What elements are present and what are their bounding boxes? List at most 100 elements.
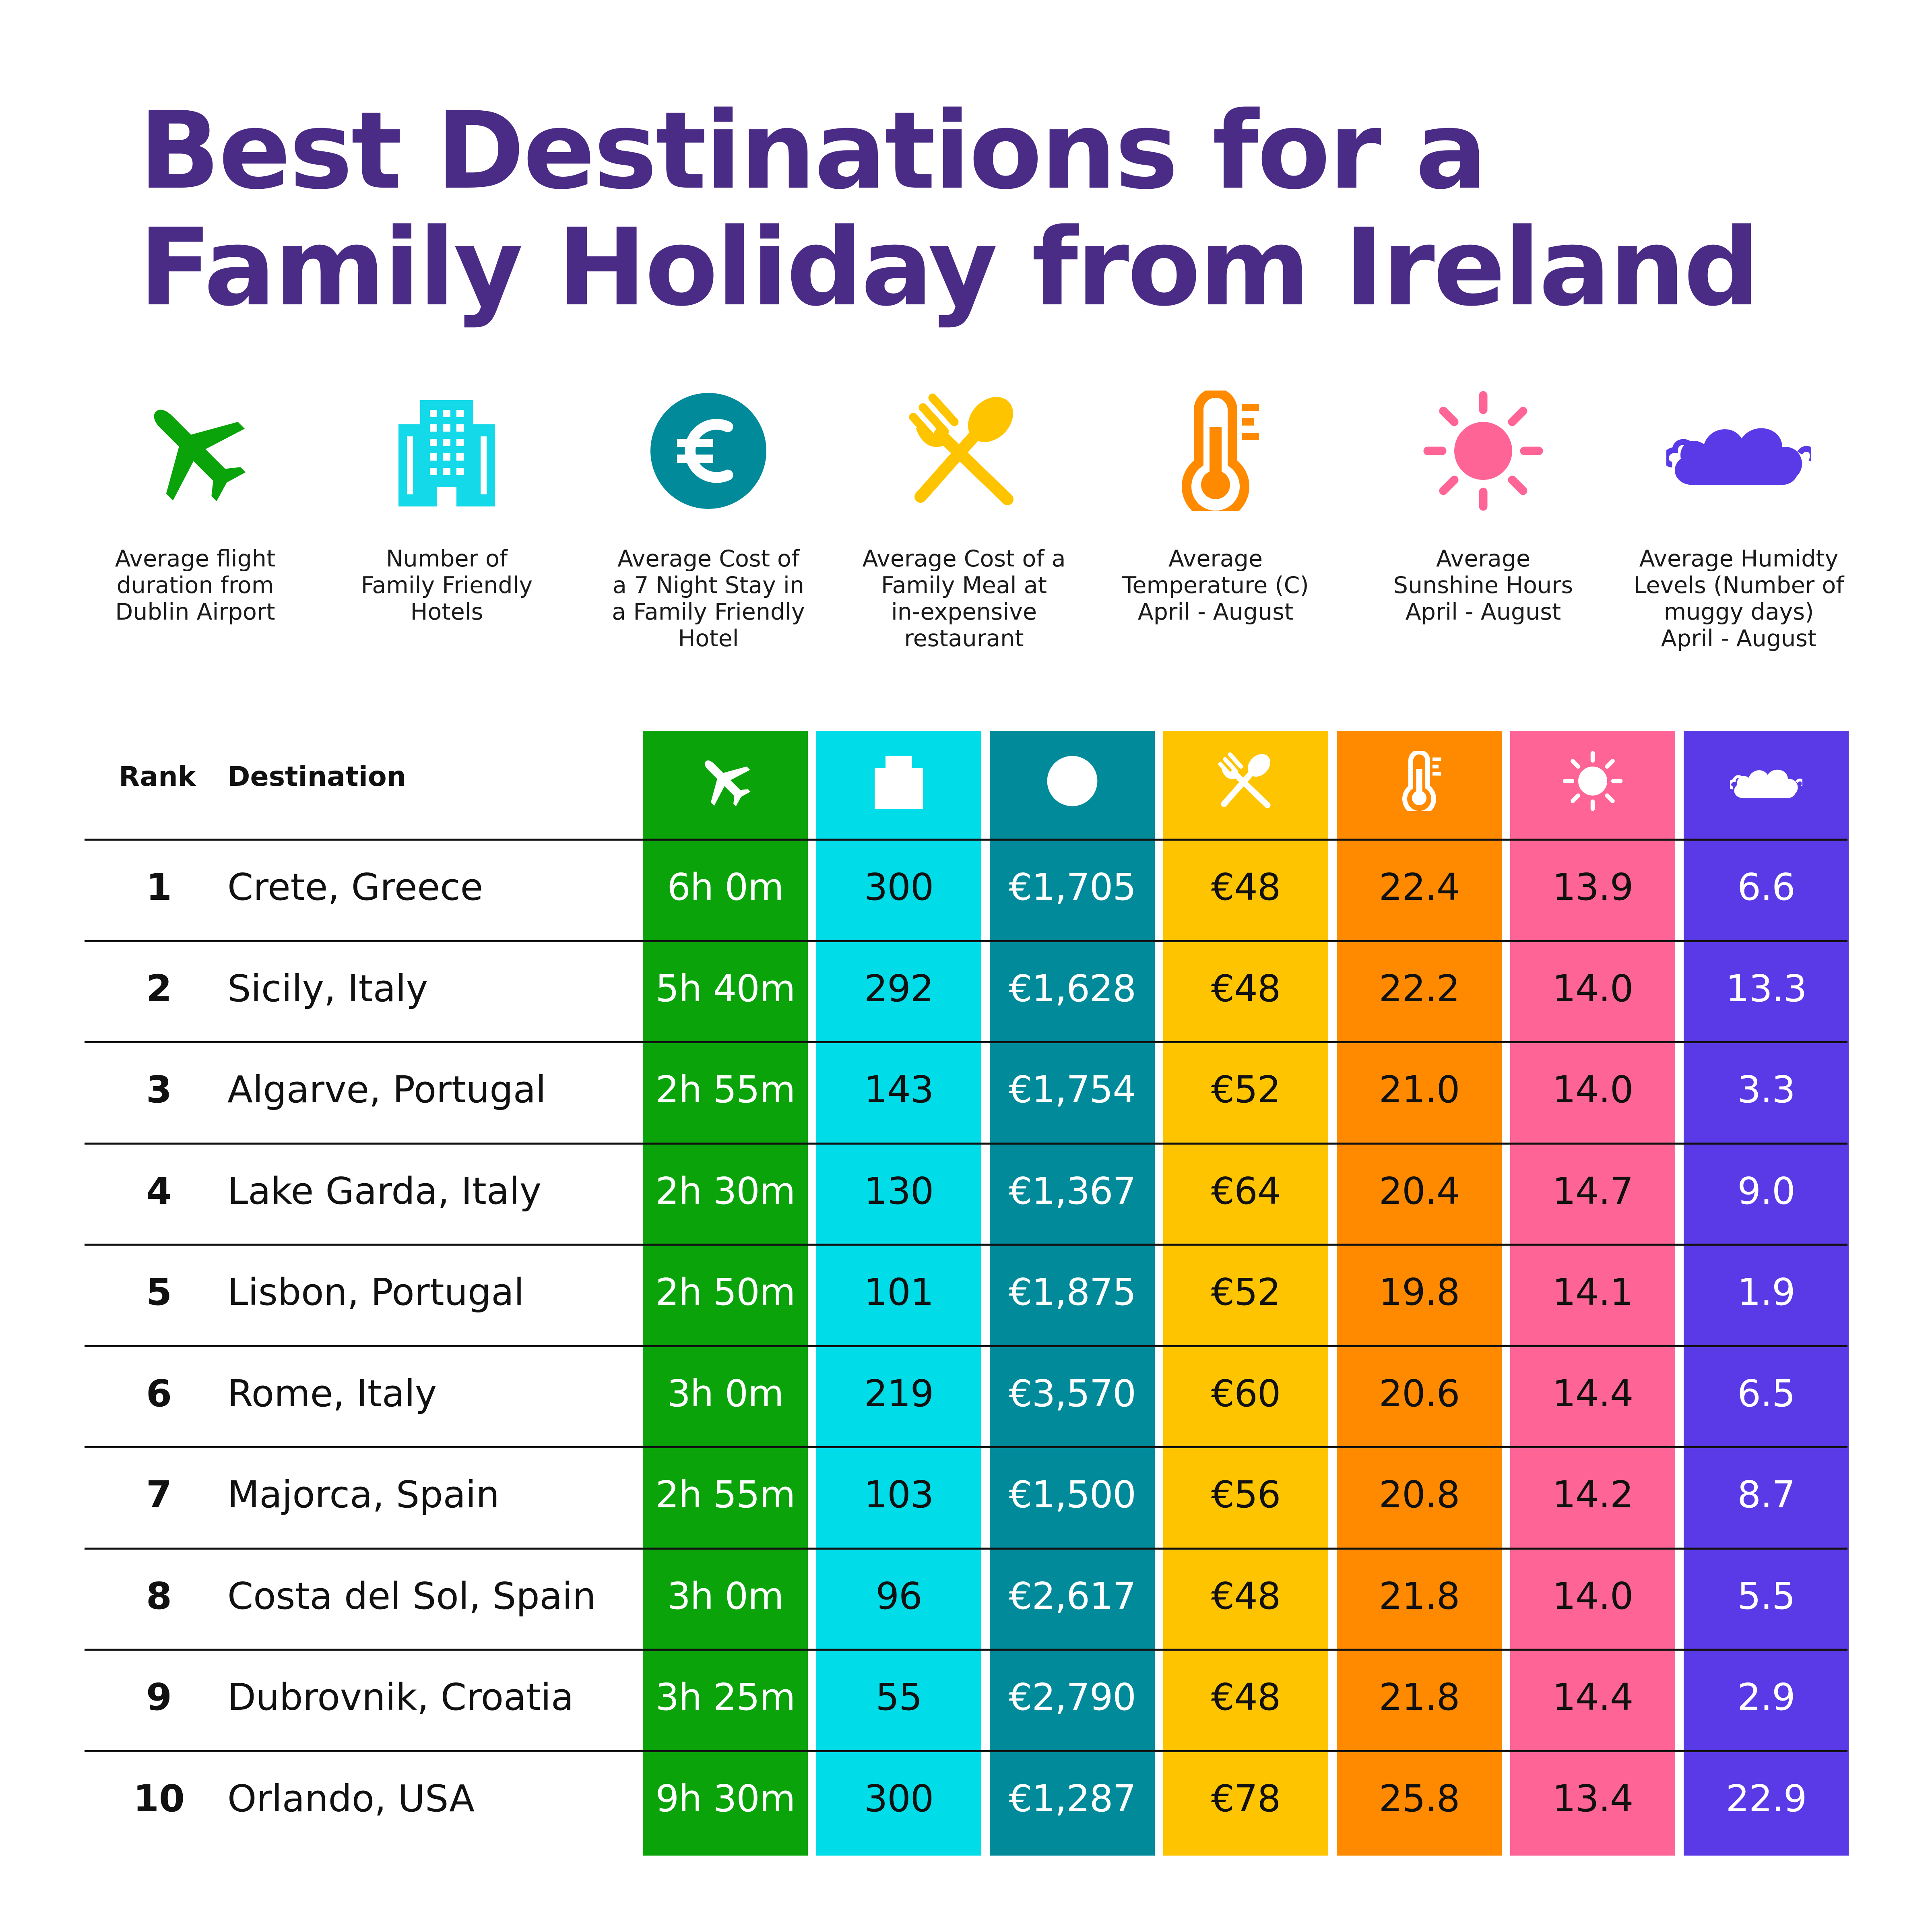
- row-divider: [85, 839, 1847, 841]
- humidity-cell: 8.7: [1737, 1473, 1795, 1516]
- legend-label-6: Average Sunshine Hours April - August: [1371, 546, 1596, 625]
- title-line-1: Best Destinations for a: [139, 89, 1487, 213]
- rank-cell: 5: [146, 1271, 172, 1314]
- airplane-icon: [135, 391, 256, 511]
- sun-icon: [1423, 391, 1544, 511]
- legend-label-2: Number of Family Friendly Hotels: [334, 546, 559, 625]
- destination-cell: Orlando, USA: [227, 1777, 475, 1820]
- meal-cost-column: [1163, 731, 1328, 1856]
- cloud-icon: [1666, 407, 1811, 494]
- cloud-icon: [1730, 759, 1802, 802]
- meal-cost-cell: €52: [1211, 1068, 1281, 1111]
- hotels-cell: 300: [864, 866, 934, 909]
- euro-coin-icon: [648, 391, 769, 511]
- temperature-cell: 21.0: [1379, 1068, 1460, 1111]
- hotel-building-icon: [386, 391, 507, 511]
- legend-label-7: Average Humidty Levels (Number of muggy da…: [1626, 546, 1852, 652]
- temperature-column: [1337, 731, 1502, 1856]
- hotels-cell: 300: [864, 1777, 934, 1820]
- rank-cell: 8: [146, 1575, 172, 1618]
- legend-label-line: Family Friendly: [361, 572, 533, 599]
- row-divider: [85, 1548, 1847, 1550]
- rank-cell: 4: [146, 1170, 172, 1213]
- hotels-cell: 292: [864, 967, 934, 1010]
- row-divider: [85, 940, 1847, 942]
- row-divider: [85, 1143, 1847, 1145]
- legend-label-line: duration from: [116, 572, 274, 599]
- stay-cost-cell: €1,287: [1009, 1777, 1136, 1820]
- hotels-cell: 143: [864, 1068, 934, 1111]
- rank-cell: 3: [146, 1068, 172, 1111]
- temperature-cell: 21.8: [1379, 1575, 1460, 1618]
- flight-duration-cell: 2h 55m: [655, 1068, 796, 1111]
- legend-label-line: April - August: [1137, 599, 1294, 625]
- legend-label-line: muggy days): [1664, 599, 1814, 625]
- meal-cost-cell: €64: [1211, 1170, 1281, 1213]
- sunshine-cell: 14.7: [1552, 1170, 1634, 1213]
- legend-label-3: Average Cost of a 7 Night Stay in a Family…: [596, 546, 821, 652]
- sunshine-cell: 14.0: [1552, 1575, 1634, 1618]
- hotels-column: [816, 731, 981, 1856]
- legend-label-line: Average Cost of a: [862, 546, 1066, 572]
- legend-label-line: Hotel: [678, 625, 739, 652]
- legend-label-line: Average: [1168, 546, 1263, 572]
- page-title: Best Destinations for a Family Holiday f…: [139, 93, 1829, 326]
- sunshine-column: [1510, 731, 1675, 1856]
- hotels-cell: 130: [864, 1170, 934, 1213]
- destination-cell: Algarve, Portugal: [227, 1068, 546, 1111]
- flight-duration-cell: 2h 55m: [655, 1473, 796, 1516]
- sunshine-cell: 14.1: [1552, 1271, 1634, 1314]
- legend-label-1: Average flight duration from Dublin Airpor…: [83, 546, 308, 625]
- sunshine-cell: 13.4: [1552, 1777, 1634, 1820]
- humidity-cell: 13.3: [1726, 967, 1807, 1010]
- flight-duration-column: [643, 731, 808, 1856]
- temperature-cell: 20.8: [1379, 1473, 1460, 1516]
- stay-cost-cell: €1,628: [1009, 967, 1136, 1010]
- legend-label-line: Average: [1436, 546, 1531, 572]
- rank-cell: 10: [133, 1777, 185, 1820]
- stay-cost-cell: €1,500: [1009, 1473, 1136, 1516]
- destination-cell: Rome, Italy: [227, 1372, 437, 1415]
- title-line-2: Family Holiday from Ireland: [139, 206, 1760, 330]
- row-divider: [85, 1244, 1847, 1246]
- legend-label-line: a 7 Night Stay in: [613, 572, 804, 599]
- legend-label-line: in-expensive: [891, 599, 1037, 625]
- flight-duration-cell: 6h 0m: [667, 866, 784, 909]
- row-divider: [85, 1345, 1847, 1347]
- row-divider: [85, 1446, 1847, 1448]
- legend-label-line: Hotels: [410, 599, 483, 625]
- stay-cost-cell: €1,754: [1009, 1068, 1136, 1111]
- sunshine-cell: 14.4: [1552, 1372, 1634, 1415]
- rank-cell: 1: [146, 866, 172, 909]
- airplane-icon: [695, 751, 755, 811]
- thermometer-icon: [1389, 751, 1449, 811]
- humidity-cell: 3.3: [1737, 1068, 1795, 1111]
- legend-label-line: Average Humidty: [1639, 546, 1839, 572]
- sunshine-cell: 14.4: [1552, 1676, 1634, 1719]
- flight-duration-cell: 3h 0m: [667, 1575, 784, 1618]
- legend-label-line: April - August: [1661, 625, 1817, 652]
- destination-cell: Sicily, Italy: [227, 967, 428, 1010]
- temperature-cell: 20.6: [1379, 1372, 1460, 1415]
- sunshine-cell: 14.0: [1552, 967, 1634, 1010]
- humidity-cell: 6.6: [1737, 866, 1795, 909]
- humidity-cell: 5.5: [1737, 1575, 1795, 1618]
- temperature-cell: 20.4: [1379, 1170, 1460, 1213]
- stay-cost-cell: €2,617: [1009, 1575, 1136, 1618]
- legend-label-line: Temperature (C): [1122, 572, 1309, 599]
- meal-cost-cell: €48: [1211, 1676, 1281, 1719]
- legend-label-line: Levels (Number of: [1633, 572, 1844, 599]
- legend-label-line: Sunshine Hours: [1393, 572, 1573, 599]
- legend-label-line: a Family Friendly: [612, 599, 805, 625]
- rank-cell: 2: [146, 967, 172, 1010]
- row-divider: [85, 1750, 1847, 1752]
- meal-cost-cell: €60: [1211, 1372, 1281, 1415]
- destination-cell: Lake Garda, Italy: [227, 1170, 542, 1213]
- sun-icon: [1563, 751, 1623, 811]
- temperature-cell: 22.4: [1379, 866, 1460, 909]
- legend-label-line: Dublin Airport: [115, 599, 275, 625]
- legend-label-line: Family Meal at: [881, 572, 1047, 599]
- hotels-cell: 55: [875, 1676, 922, 1719]
- legend-label-line: restaurant: [904, 625, 1024, 652]
- legend-label-5: Average Temperature (C) April - August: [1103, 546, 1328, 625]
